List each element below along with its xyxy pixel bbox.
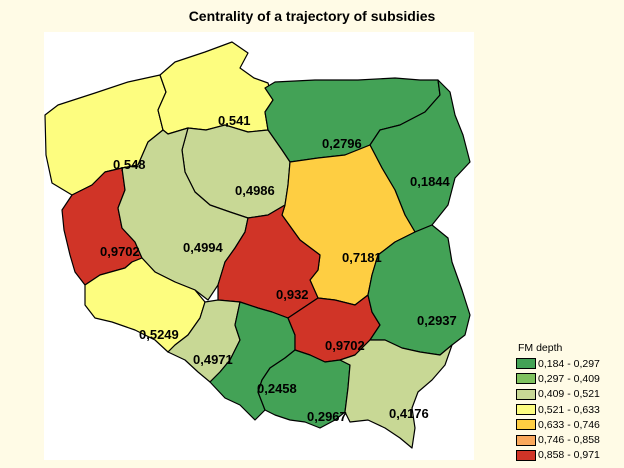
- legend-swatch: [516, 373, 536, 385]
- region-pomorskie[interactable]: [157, 41, 274, 135]
- legend-title: FM depth: [518, 342, 563, 354]
- region-label-warminsko-mazurskie: 0,2796: [322, 136, 362, 151]
- legend-item: 0,858 - 0,971: [516, 448, 622, 463]
- legend-item-label: 0,409 - 0,521: [538, 388, 600, 401]
- region-label-pomorskie: 0,541: [218, 113, 251, 128]
- legend-swatch: [516, 388, 536, 400]
- legend-swatch: [516, 434, 536, 446]
- region-label-podlaskie: 0,1844: [410, 174, 451, 189]
- legend-item: 0,184 - 0,297: [516, 356, 622, 371]
- region-podkarpackie[interactable]: [339, 339, 453, 449]
- legend-item: 0,746 - 0,858: [516, 432, 622, 447]
- legend-swatch: [516, 419, 536, 431]
- legend-item-label: 0,184 - 0,297: [538, 357, 600, 370]
- legend-item-label: 0,521 - 0,633: [538, 403, 600, 416]
- legend-swatch: [516, 449, 536, 461]
- region-label-podkarpackie: 0,4176: [389, 406, 429, 421]
- legend-item: 0,521 - 0,633: [516, 402, 622, 417]
- region-label-zachodniopomorskie: 0,548: [113, 157, 146, 172]
- region-label-opolskie: 0,4971: [193, 352, 233, 367]
- region-label-dolnoslaskie: 0,5249: [139, 327, 179, 342]
- legend-item-label: 0,297 - 0,409: [538, 372, 600, 385]
- region-label-lubuskie: 0,9702: [100, 244, 140, 259]
- legend-swatch: [516, 358, 536, 370]
- region-label-mazowieckie: 0,7181: [342, 250, 382, 265]
- legend-swatch: [516, 404, 536, 416]
- choropleth-map: 0,548 0,541 0,2796 0,1844 0,9702 0,4986 …: [44, 41, 471, 449]
- map-title: Centrality of a trajectory of subsidies: [188, 8, 436, 24]
- legend-item: 0,409 - 0,521: [516, 387, 622, 402]
- legend-item: 0,297 - 0,409: [516, 371, 622, 386]
- region-malopolskie[interactable]: [257, 349, 351, 429]
- region-label-malopolskie: 0,2967: [307, 409, 347, 424]
- map-panel: 0,548 0,541 0,2796 0,1844 0,9702 0,4986 …: [44, 32, 474, 460]
- region-label-lubelskie: 0,2937: [417, 313, 457, 328]
- region-label-slaskie: 0,2458: [257, 381, 297, 396]
- region-label-lodzkie: 0,932: [276, 287, 309, 302]
- legend-item-label: 0,858 - 0,971: [538, 449, 600, 462]
- legend-item-label: 0,633 - 0,746: [538, 418, 600, 431]
- map-legend: FM depth 0,184 - 0,297 0,297 - 0,409 0,4…: [516, 342, 622, 463]
- region-label-swietokrzyskie: 0,9702: [325, 338, 365, 353]
- legend-item: 0,633 - 0,746: [516, 417, 622, 432]
- region-label-wielkopolskie: 0,4994: [183, 240, 224, 255]
- region-label-kujawsko-pomorskie: 0,4986: [235, 183, 275, 198]
- legend-item-label: 0,746 - 0,858: [538, 434, 600, 447]
